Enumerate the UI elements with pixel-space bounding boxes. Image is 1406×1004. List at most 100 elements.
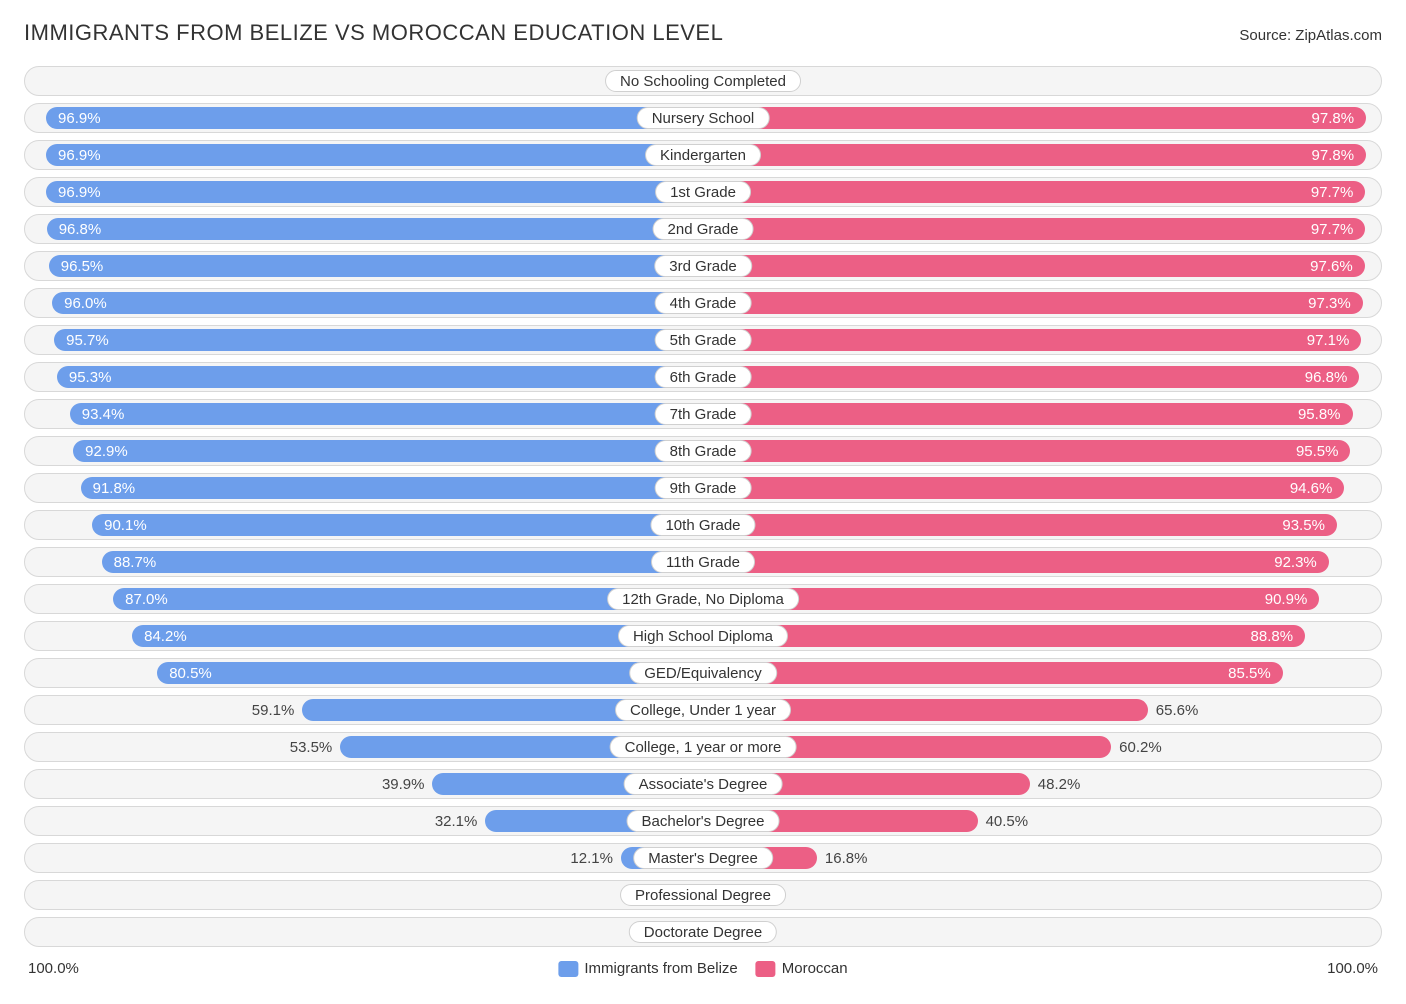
value-right: 96.8% [1305,363,1348,393]
bar-right [703,625,1305,647]
bar-right [703,107,1366,129]
chart-row: 32.1% 40.5% Bachelor's Degree [24,806,1382,836]
chart-row: 92.9% 95.5% 8th Grade [24,436,1382,466]
value-right: 97.8% [1312,104,1355,134]
value-left: 96.9% [58,178,101,208]
source-name: ZipAtlas.com [1295,27,1382,44]
value-left: 32.1% [435,807,478,837]
chart-row: 3.1%2.2%No Schooling Completed [24,66,1382,96]
value-right: 40.5% [986,807,1029,837]
chart-row: 59.1%65.6%College, Under 1 year [24,695,1382,725]
chart-row: 84.2%88.8%High School Diploma [24,621,1382,651]
value-left: 92.9% [85,437,128,467]
chart-header: IMMIGRANTS FROM BELIZE VS MOROCCAN EDUCA… [24,20,1382,46]
legend-label-left: Immigrants from Belize [584,954,737,984]
category-label: Bachelor's Degree [627,810,780,832]
chart-row: 95.3% 96.8% 6th Grade [24,362,1382,392]
value-left: 84.2% [144,622,187,652]
bar-left [157,662,703,684]
chart-row: 88.7% 92.3% 11th Grade [24,547,1382,577]
value-left: 96.5% [61,252,104,282]
value-right: 95.8% [1298,400,1341,430]
category-label: College, Under 1 year [615,699,791,721]
bar-right [703,551,1329,573]
chart-row: 3.5%5.0%Professional Degree [24,880,1382,910]
bar-left [46,107,703,129]
chart-row: 93.4%95.8%7th Grade [24,399,1382,429]
category-label: 3rd Grade [654,255,752,277]
value-right: 97.1% [1307,326,1350,356]
category-label: High School Diploma [618,625,788,647]
bar-left [73,440,703,462]
value-left: 95.3% [69,363,112,393]
value-left: 96.8% [59,215,102,245]
chart-row: 96.5%97.6%3rd Grade [24,251,1382,281]
chart-row: 96.9% 97.8% Kindergarten [24,140,1382,170]
value-right: 97.8% [1312,141,1355,171]
value-left: 96.0% [64,289,107,319]
value-right: 60.2% [1119,733,1162,763]
chart-row: 80.5%85.5%GED/Equivalency [24,658,1382,688]
value-left: 96.9% [58,141,101,171]
value-right: 90.9% [1265,585,1308,615]
bar-left [54,329,703,351]
bar-right [703,255,1365,277]
value-left: 90.1% [104,511,147,541]
bar-right [703,218,1365,240]
value-right: 97.7% [1311,178,1354,208]
chart-row: 87.0%90.9%12th Grade, No Diploma [24,584,1382,614]
chart-row: 90.1% 93.5% 10th Grade [24,510,1382,540]
category-label: 11th Grade [651,551,755,573]
chart-row: 53.5%60.2%College, 1 year or more [24,732,1382,762]
bar-right [703,514,1337,536]
value-right: 92.3% [1274,548,1317,578]
chart-title: IMMIGRANTS FROM BELIZE VS MOROCCAN EDUCA… [24,20,723,46]
value-left: 96.9% [58,104,101,134]
category-label: Kindergarten [645,144,761,166]
value-left: 80.5% [169,659,212,689]
bar-right [703,366,1359,388]
value-right: 95.5% [1296,437,1339,467]
category-label: Professional Degree [620,884,786,906]
value-left: 95.7% [66,326,109,356]
chart-row: 39.9%48.2%Associate's Degree [24,769,1382,799]
legend-label-right: Moroccan [782,954,848,984]
bar-left [70,403,703,425]
value-left: 12.1% [570,844,613,874]
bar-right [703,292,1363,314]
bar-left [102,551,703,573]
value-right: 94.6% [1290,474,1333,504]
value-right: 93.5% [1282,511,1325,541]
diverging-bar-chart: 3.1%2.2%No Schooling Completed 96.9% 97.8%… [24,66,1382,947]
category-label: 9th Grade [655,477,752,499]
value-left: 87.0% [125,585,168,615]
category-label: 4th Grade [655,292,752,314]
chart-row: 96.8%97.7%2nd Grade [24,214,1382,244]
bar-left [46,144,703,166]
bar-left [57,366,703,388]
legend: Immigrants from Belize Moroccan [558,954,847,984]
bar-right [703,440,1350,462]
category-label: 10th Grade [650,514,755,536]
value-right: 65.6% [1156,696,1199,726]
bar-right [703,181,1365,203]
legend-item-right: Moroccan [756,954,848,984]
category-label: 1st Grade [655,181,751,203]
category-label: Master's Degree [633,847,773,869]
category-label: Nursery School [637,107,770,129]
bar-left [47,218,703,240]
bar-left [81,477,703,499]
chart-source: Source: ZipAtlas.com [1239,27,1382,44]
bar-right [703,403,1353,425]
category-label: 6th Grade [655,366,752,388]
value-left: 93.4% [82,400,125,430]
chart-row: 91.8%94.6%9th Grade [24,473,1382,503]
category-label: No Schooling Completed [605,70,801,92]
category-label: 8th Grade [655,440,752,462]
category-label: College, 1 year or more [610,736,797,758]
bar-right [703,477,1344,499]
bar-left [46,181,703,203]
chart-footer: 100.0% Immigrants from Belize Moroccan 1… [24,954,1382,984]
category-label: 2nd Grade [653,218,754,240]
value-left: 88.7% [114,548,157,578]
